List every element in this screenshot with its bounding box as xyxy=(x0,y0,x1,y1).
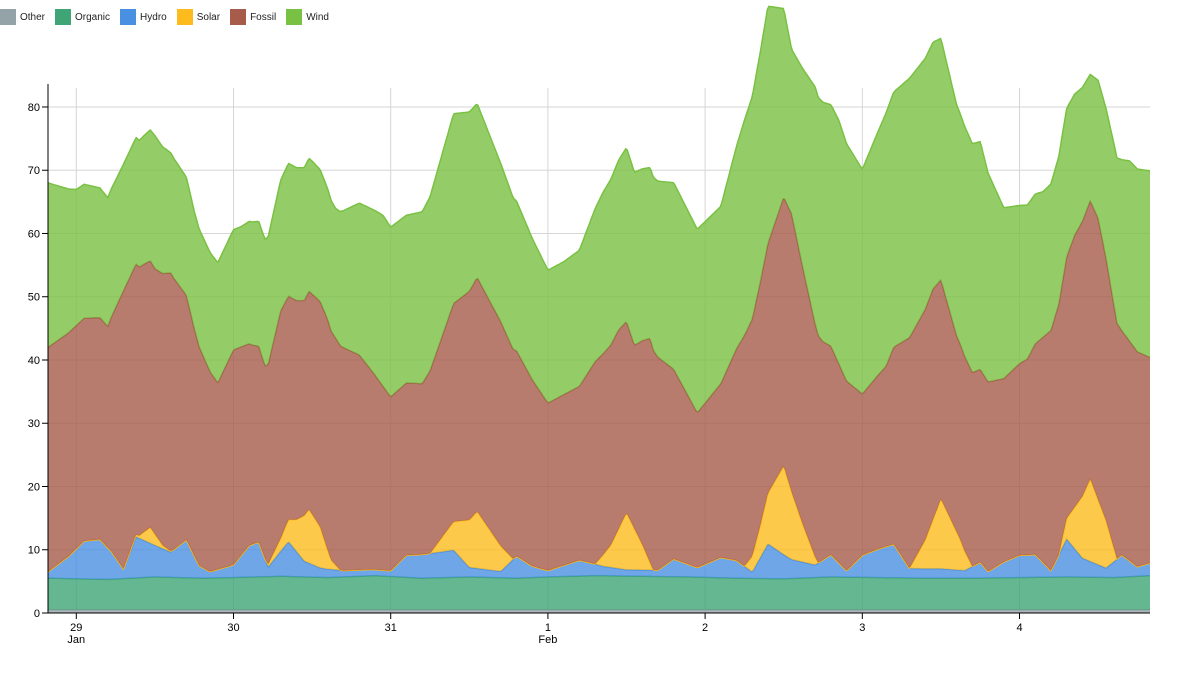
area-solar xyxy=(48,466,1150,572)
legend-item-organic[interactable]: Organic xyxy=(55,9,110,25)
legend-label: Other xyxy=(20,11,46,23)
y-tick-label: 0 xyxy=(34,608,40,620)
y-tick-label: 10 xyxy=(28,545,40,557)
legend-item-wind[interactable]: Wind xyxy=(286,9,329,25)
legend-swatch xyxy=(120,9,137,25)
legend-item-other[interactable]: Other xyxy=(0,9,45,25)
area-layers xyxy=(47,5,1151,613)
legend-item-solar[interactable]: Solar xyxy=(176,9,221,25)
y-tick-label: 60 xyxy=(28,228,40,240)
legend-swatch xyxy=(176,9,193,25)
legend-swatch xyxy=(286,9,303,25)
y-tick-label: 70 xyxy=(28,165,40,177)
legend-swatch xyxy=(230,9,247,25)
legend-label: Hydro xyxy=(140,11,167,23)
x-tick-label: 1 xyxy=(545,622,551,634)
area-organic xyxy=(48,575,1150,610)
area-fossil xyxy=(48,198,1150,572)
x-tick-label: 30 xyxy=(227,622,239,634)
x-tick-sublabel: Feb xyxy=(538,634,557,646)
y-tick-label: 20 xyxy=(28,481,40,493)
x-tick-label: 29 xyxy=(70,622,82,634)
x-tick-label: 3 xyxy=(859,622,865,634)
x-tick-sublabel: Jan xyxy=(67,634,85,646)
legend-swatch xyxy=(55,9,72,25)
legend-item-hydro[interactable]: Hydro xyxy=(120,9,167,25)
legend-label: Organic xyxy=(75,11,111,23)
y-tick-label: 30 xyxy=(28,418,40,430)
legend-swatch xyxy=(0,9,16,25)
y-tick-label: 40 xyxy=(28,355,40,367)
chart-legend: Other Organic Hydro Solar Fossil Wind xyxy=(0,9,339,25)
line-wind xyxy=(47,5,1151,271)
area-other xyxy=(48,609,1150,613)
area-wind xyxy=(48,6,1150,412)
x-tick-label: 4 xyxy=(1016,622,1022,634)
legend-label: Fossil xyxy=(250,11,277,23)
legend-label: Wind xyxy=(306,11,329,23)
legend-item-fossil[interactable]: Fossil xyxy=(230,9,276,25)
y-tick-label: 80 xyxy=(28,102,40,114)
legend-label: Solar xyxy=(196,11,221,23)
x-tick-label: 31 xyxy=(385,622,397,634)
y-tick-label: 50 xyxy=(28,292,40,304)
x-tick-label: 2 xyxy=(702,622,708,634)
